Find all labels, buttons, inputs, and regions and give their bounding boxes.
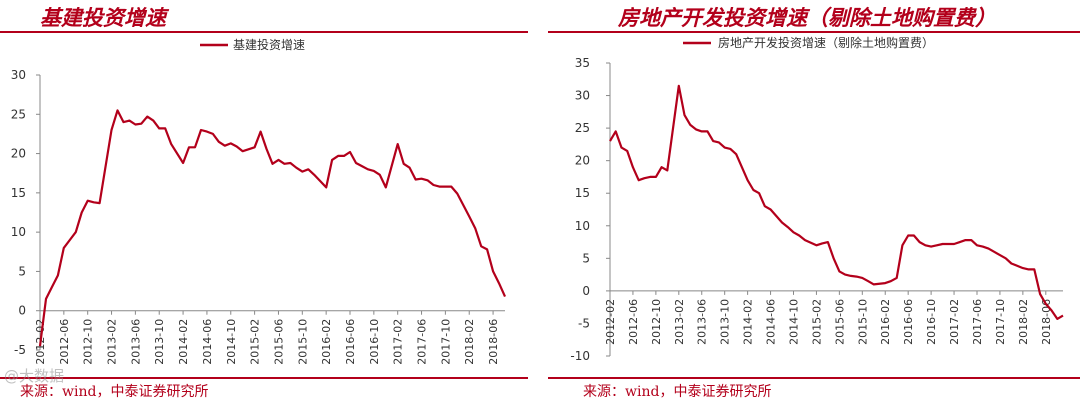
source-note: 来源：wind，中泰证券研究所 (20, 384, 209, 400)
x-tick-label: 2012-10 (650, 299, 663, 345)
x-tick-label: 2014-06 (201, 319, 214, 365)
legend-label: 房地产开发投资增速（剔除土地购置费） (718, 35, 934, 50)
y-tick-label: 25 (575, 121, 590, 135)
x-tick-label: 2013-02 (673, 299, 686, 345)
x-tick-label: 2013-06 (129, 319, 142, 365)
y-tick-label: 20 (575, 154, 590, 168)
x-tick-label: 2016-06 (344, 319, 357, 365)
x-tick-label: 2017-02 (392, 319, 405, 365)
x-tick-label: 2014-06 (765, 299, 778, 345)
legend-label: 基建投资增速 (233, 37, 305, 52)
x-tick-label: 2012-06 (627, 299, 640, 345)
watermark-text: @大数据 (4, 367, 65, 385)
x-tick-label: 2014-02 (742, 299, 755, 345)
real-estate-line-chart: -10 -5 0 5 10 15 20 25 30 35 2012-02 2012-06 2012-10… (570, 35, 1064, 363)
x-tick-label: 2017-10 (994, 299, 1007, 345)
chart-title: 基建投资增速 (40, 5, 166, 30)
y-tick-label: -5 (14, 343, 26, 357)
title-divider (0, 31, 528, 33)
x-tick-label: 2013-02 (106, 319, 119, 365)
x-tick-label: 2015-06 (272, 319, 285, 365)
x-tick-label: 2012-10 (82, 319, 95, 365)
x-tick-label: 2018-06 (487, 319, 500, 365)
x-tick-label: 2016-02 (879, 299, 892, 345)
footer-divider (0, 377, 528, 379)
x-tick-label: 2016-06 (902, 299, 915, 345)
y-tick-label: 30 (11, 68, 26, 82)
x-tick-label: 2016-10 (925, 299, 938, 345)
y-tick-label: 30 (575, 89, 590, 103)
title-divider (548, 31, 1080, 33)
x-tick-label: 2015-10 (296, 319, 309, 365)
x-tick-label: 2012-02 (604, 299, 617, 345)
x-tick-label: 2016-02 (320, 319, 333, 365)
real-estate-chart-panel: 房地产开发投资增速（剔除土地购置费） -10 -5 0 5 10 15 20 25 30 35 20… (548, 0, 1080, 403)
series-line (609, 84, 1064, 320)
y-tick-label: 0 (18, 304, 26, 318)
x-tick-label: 2016-10 (368, 319, 381, 365)
x-tick-label: 2013-10 (153, 319, 166, 365)
y-tick-label: 0 (582, 284, 590, 298)
x-tick-label: 2015-02 (249, 319, 262, 365)
x-tick-label: 2015-10 (856, 299, 869, 345)
y-tick-label: 5 (18, 264, 26, 278)
x-tick-label: 2015-06 (833, 299, 846, 345)
y-tick-label: 35 (575, 56, 590, 70)
x-tick-label: 2017-02 (948, 299, 961, 345)
y-tick-label: -5 (578, 316, 590, 330)
x-tick-label: 2014-02 (177, 319, 190, 365)
x-tick-label: 2017-06 (416, 319, 429, 365)
y-tick-label: 5 (582, 251, 590, 265)
y-tick-label: 10 (575, 219, 590, 233)
y-tick-label: 20 (11, 147, 26, 161)
y-tick-label: 25 (11, 107, 26, 121)
source-note: 来源：wind，中泰证券研究所 (583, 384, 772, 400)
x-tick-label: 2018-02 (463, 319, 476, 365)
x-tick-label: 2013-10 (719, 299, 732, 345)
footer-divider (548, 377, 1080, 379)
x-tick-label: 2018-02 (1017, 299, 1030, 345)
x-tick-label: 2017-06 (971, 299, 984, 345)
y-tick-label: 10 (11, 225, 26, 239)
chart-title: 房地产开发投资增速（剔除土地购置费） (618, 5, 996, 30)
x-tick-label: 2017-10 (439, 319, 452, 365)
y-tick-label: 15 (11, 186, 26, 200)
x-tick-label: 2018-06 (1040, 299, 1053, 345)
x-tick-label: 2014-10 (787, 299, 800, 345)
x-tick-label: 2014-10 (225, 319, 238, 365)
y-tick-label: 15 (575, 186, 590, 200)
y-tick-label: -10 (570, 349, 590, 363)
x-tick-label: 2013-06 (696, 299, 709, 345)
infrastructure-chart-panel: 基建投资增速 -5 0 5 10 15 20 25 30 2012-02 2012-06 2012-… (0, 0, 528, 403)
x-tick-label: 2012-06 (58, 319, 71, 365)
x-tick-label: 2015-02 (810, 299, 823, 345)
series-line (38, 109, 507, 347)
